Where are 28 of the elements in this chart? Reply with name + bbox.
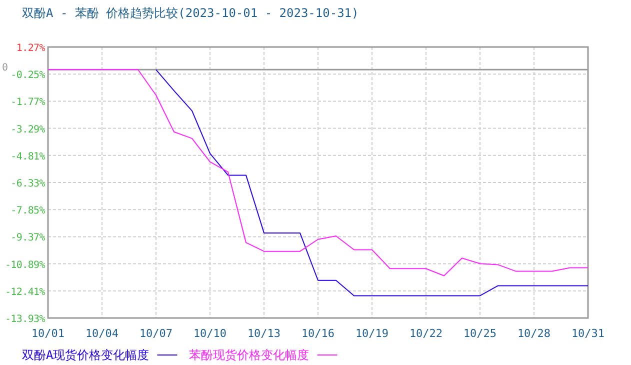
x-tick-label: 10/01: [31, 327, 65, 340]
y-tick-label: -7.85%: [10, 206, 46, 217]
ref-line-label: 0: [2, 62, 8, 74]
y-tick-label: -12.41%: [4, 286, 46, 298]
y-tick-label: -1.77%: [10, 97, 46, 108]
y-tick-label: -9.37%: [10, 232, 46, 244]
y-tick-label: -0.25%: [10, 70, 46, 82]
y-tick-label: -4.81%: [10, 151, 46, 162]
y-tick-label: 1.27%: [16, 43, 46, 54]
x-tick-label: 10/07: [139, 327, 173, 340]
x-tick-label: 10/28: [517, 327, 551, 340]
legend-label: 双酚A现货价格变化幅度: [22, 348, 150, 362]
x-tick-label: 10/04: [85, 327, 119, 340]
x-tick-label: 10/10: [193, 327, 227, 340]
y-tick-label: -13.93%: [4, 314, 46, 325]
line-series: [48, 69, 588, 276]
y-tick-label: -10.89%: [4, 260, 46, 271]
x-tick-label: 10/22: [409, 327, 443, 340]
x-tick-label: 10/25: [463, 327, 497, 340]
y-tick-label: -3.29%: [10, 124, 46, 136]
x-tick-label: 10/16: [301, 327, 335, 340]
x-tick-label: 10/13: [247, 327, 281, 340]
chart-title: 双酚A - 苯酚 价格趋势比较(2023-10-01 - 2023-10-31): [22, 6, 359, 20]
x-tick-label: 10/31: [571, 327, 605, 340]
legend-label: 苯酚现货价格变化幅度: [189, 348, 310, 362]
y-tick-label: -6.33%: [10, 178, 46, 190]
x-tick-label: 10/19: [355, 327, 389, 340]
line-series: [156, 69, 588, 296]
